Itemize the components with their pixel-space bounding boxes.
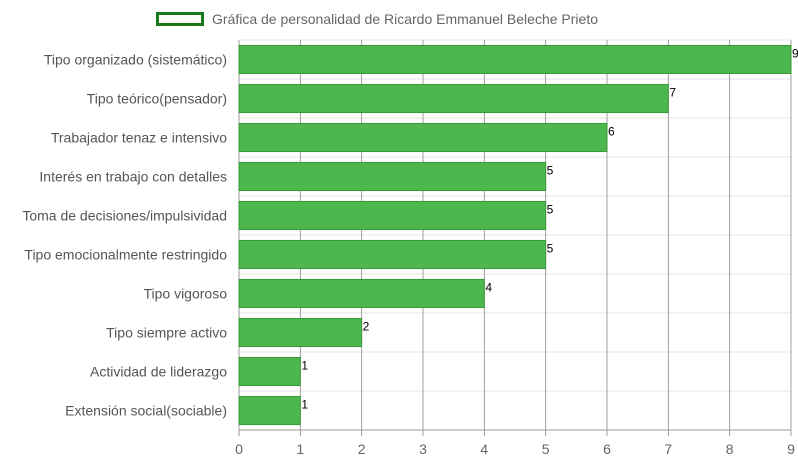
- legend-swatch: [156, 12, 204, 26]
- y-tick-label: Tipo emocionalmente restringido: [24, 247, 227, 263]
- data-label: 5: [547, 164, 554, 178]
- y-tick-label: Interés en trabajo con detalles: [39, 169, 227, 185]
- bar: [238, 83, 669, 114]
- data-label: 6: [608, 125, 615, 139]
- data-label: 1: [301, 398, 308, 412]
- x-tick-label: 3: [419, 441, 427, 457]
- bar: [238, 395, 301, 426]
- legend-label: Gráfica de personalidad de Ricardo Emman…: [212, 11, 598, 27]
- data-label: 5: [547, 242, 554, 256]
- data-label: 4: [485, 281, 492, 295]
- y-tick-label: Tipo vigoroso: [143, 286, 227, 302]
- data-label: 7: [669, 86, 676, 100]
- legend[interactable]: Gráfica de personalidad de Ricardo Emman…: [156, 9, 598, 29]
- x-tick-label: 4: [480, 441, 488, 457]
- bar: [238, 200, 547, 231]
- y-tick-label: Extensión social(sociable): [65, 403, 227, 419]
- y-tick-label: Toma de decisiones/impulsividad: [22, 208, 227, 224]
- bar: [238, 44, 792, 75]
- data-label: 5: [547, 203, 554, 217]
- y-tick-label: Tipo siempre activo: [106, 325, 227, 341]
- x-tick-label: 2: [358, 441, 366, 457]
- data-label: 1: [301, 359, 308, 373]
- x-tick-label: 8: [726, 441, 734, 457]
- y-tick-label: Tipo organizado (sistemático): [44, 52, 227, 68]
- data-label: 9: [792, 47, 798, 61]
- y-tick-label: Trabajador tenaz e intensivo: [51, 130, 227, 146]
- bar: [238, 122, 608, 153]
- x-tick-label: 0: [235, 441, 243, 457]
- bar: [238, 278, 485, 309]
- bar: [238, 356, 301, 387]
- bar: [238, 317, 363, 348]
- y-tick-label: Tipo teórico(pensador): [87, 91, 227, 107]
- bar: [238, 239, 547, 270]
- x-tick-label: 9: [787, 441, 795, 457]
- y-tick-label: Actividad de liderazgo: [90, 364, 227, 380]
- bar: [238, 161, 547, 192]
- x-tick-label: 5: [542, 441, 550, 457]
- x-tick-label: 7: [664, 441, 672, 457]
- x-tick-label: 6: [603, 441, 611, 457]
- data-label: 2: [363, 320, 370, 334]
- x-tick-label: 1: [296, 441, 304, 457]
